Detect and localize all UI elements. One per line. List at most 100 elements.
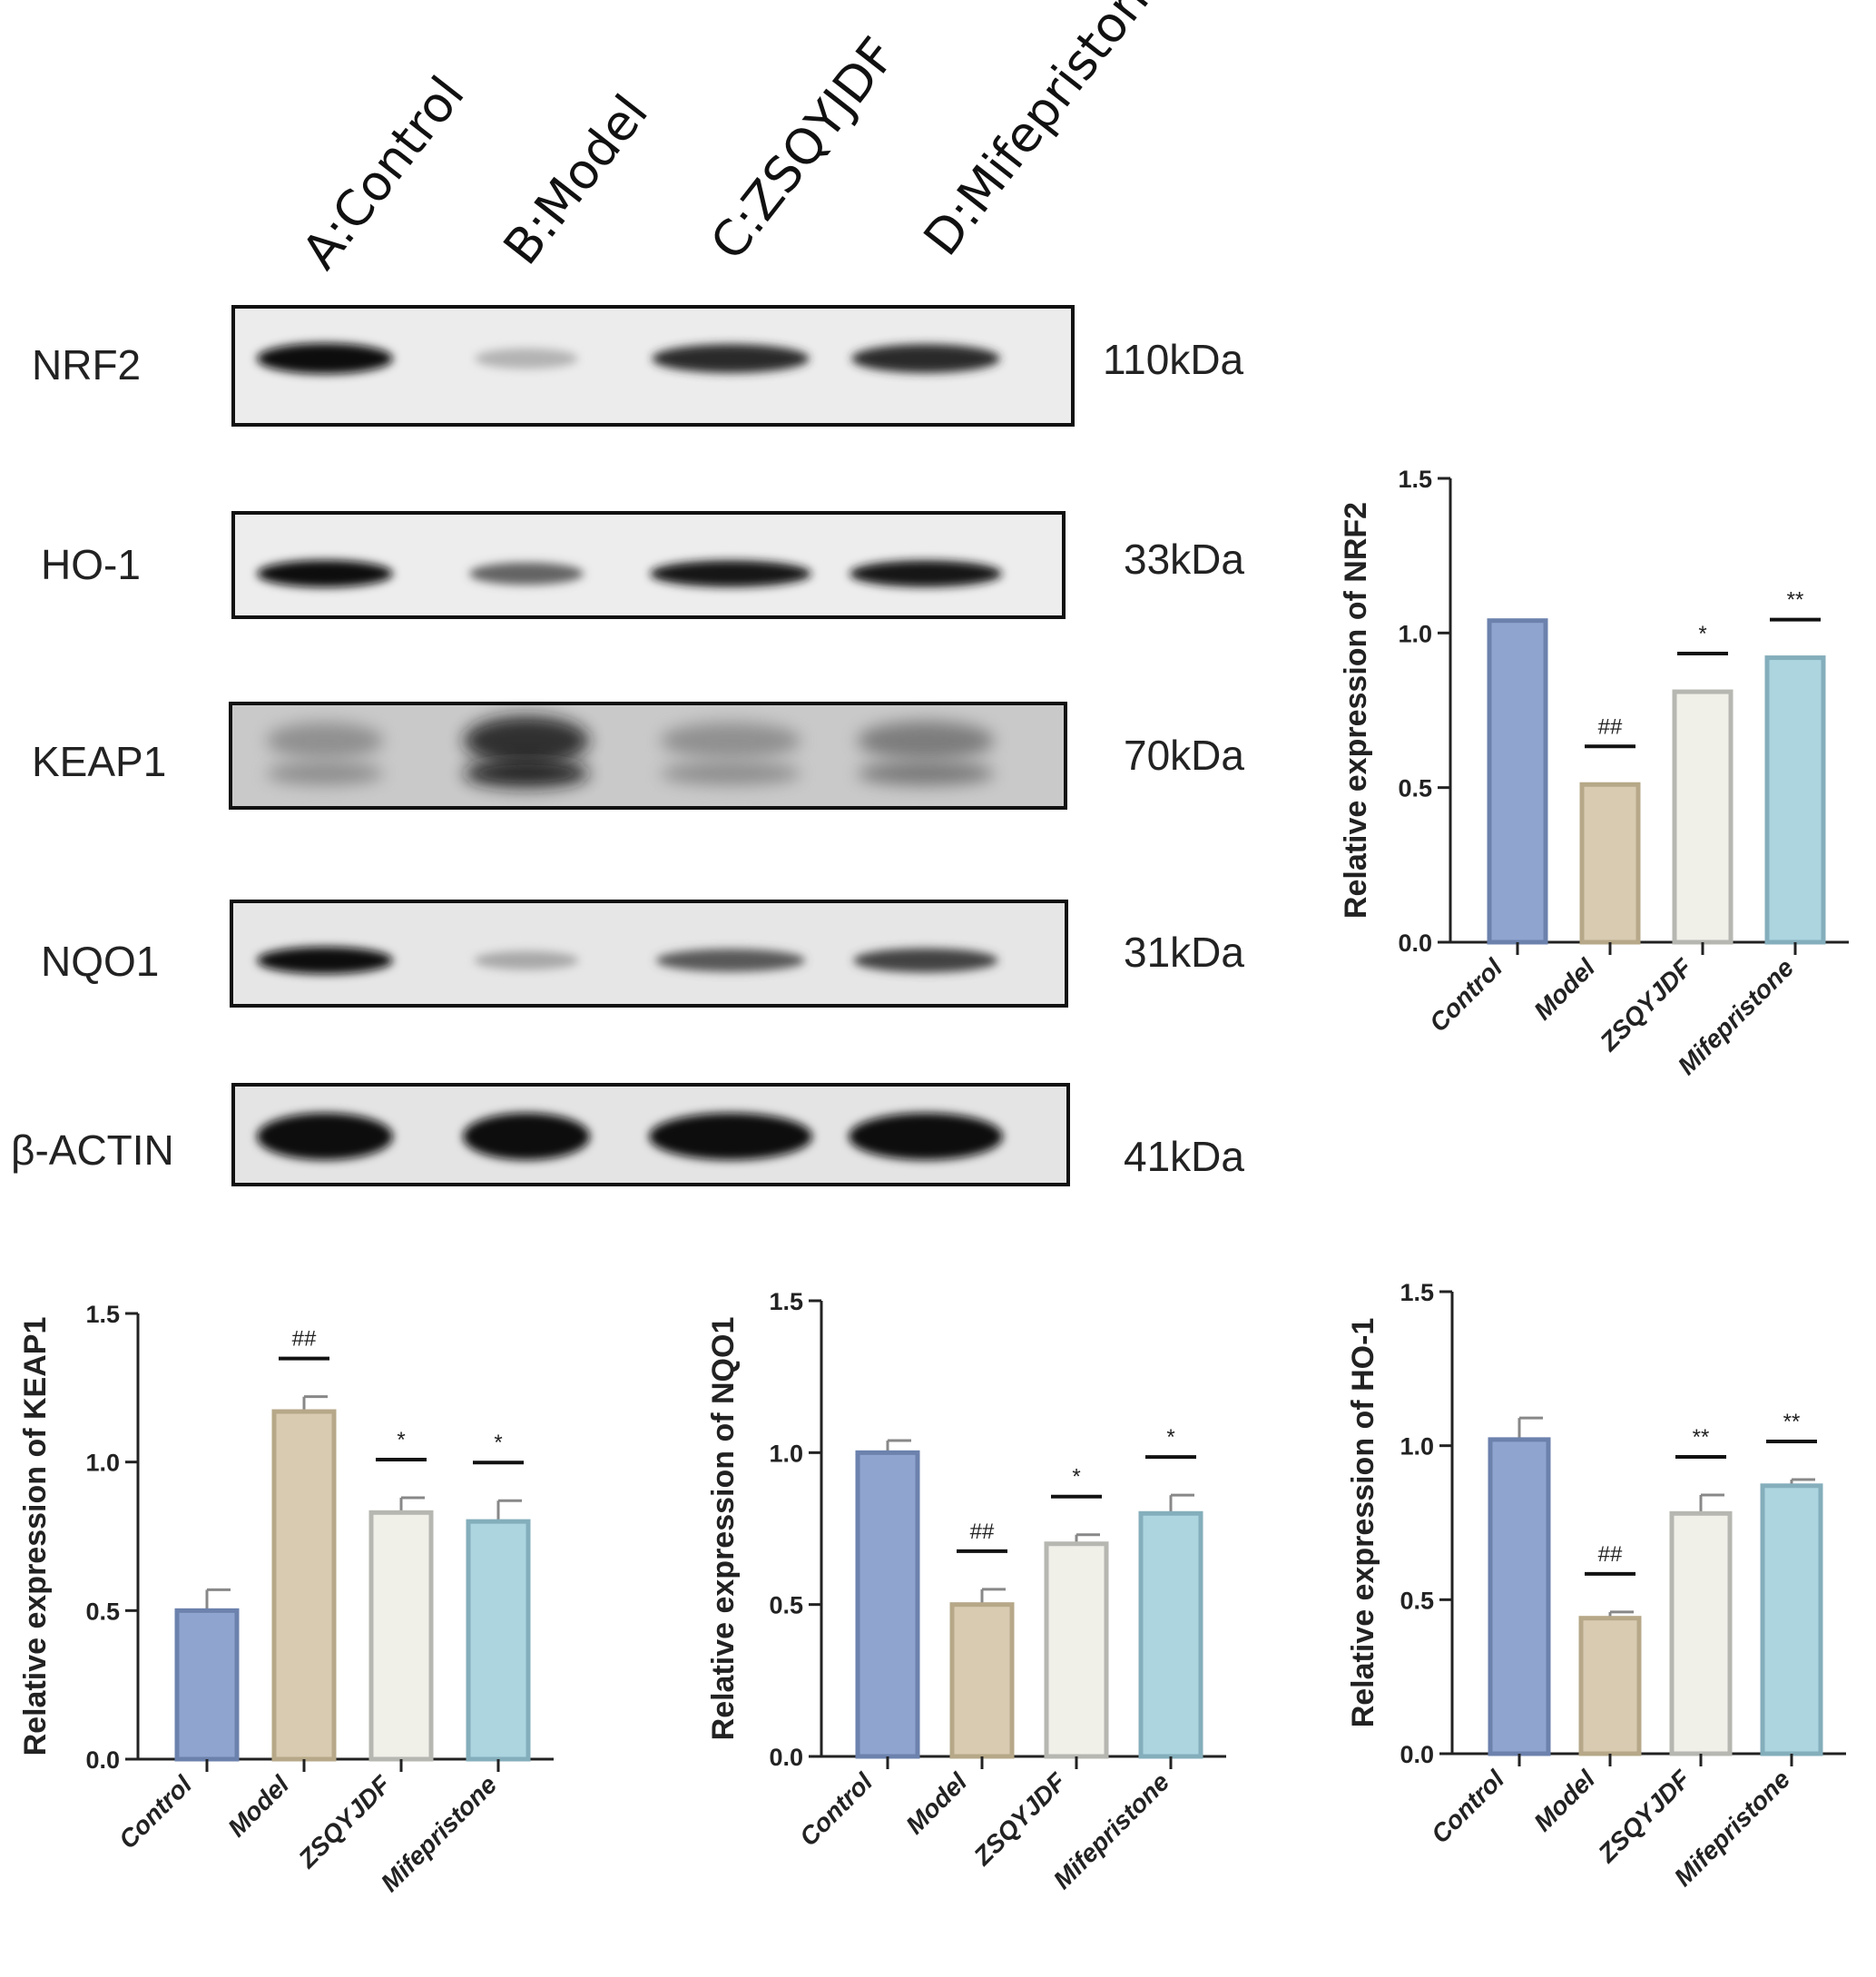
y-tick-label: 0.5 bbox=[769, 1592, 803, 1619]
blot-band bbox=[850, 560, 1002, 587]
size-label-nqo1: 31kDa bbox=[1124, 929, 1244, 976]
blot-band bbox=[853, 948, 998, 973]
y-tick-label: 1.5 bbox=[769, 1288, 803, 1315]
bar-mifepristone bbox=[1764, 655, 1826, 945]
bar-zsqyjdf bbox=[1672, 689, 1734, 945]
chart-keap1: 0.0 0.5 1.0 1.5 Relative expression of KEAP1… bbox=[18, 1301, 554, 1897]
significance-marker: ## bbox=[292, 1327, 317, 1352]
blot-band bbox=[257, 560, 393, 587]
x-tick-label: Model bbox=[1528, 952, 1601, 1025]
y-tick-label: 0.0 bbox=[85, 1746, 120, 1774]
blot-band bbox=[257, 343, 393, 374]
western-blot-panels bbox=[229, 305, 1075, 1186]
protein-label-actin: β-ACTIN bbox=[11, 1126, 174, 1174]
y-tick-label: 0.0 bbox=[1400, 1741, 1434, 1768]
significance-marker: ** bbox=[1693, 1425, 1710, 1450]
bar-model bbox=[1578, 1616, 1642, 1756]
significance-marker: * bbox=[397, 1428, 405, 1452]
y-tick-label: 1.5 bbox=[85, 1301, 120, 1328]
lane-label-a: A:Control bbox=[291, 66, 476, 280]
size-label-ho1: 33kDa bbox=[1124, 536, 1244, 583]
significance-marker: ## bbox=[970, 1520, 995, 1544]
blot-band bbox=[463, 1113, 590, 1160]
blot-band bbox=[650, 560, 811, 587]
blot-band bbox=[474, 950, 579, 970]
y-axis-label: Relative expression of HO-1 bbox=[1346, 1318, 1380, 1728]
blot-panel-actin bbox=[231, 1083, 1070, 1186]
significance-marker: ## bbox=[1598, 1542, 1623, 1567]
blot-band bbox=[652, 344, 810, 373]
significance-marker: * bbox=[1072, 1465, 1080, 1490]
bar-control bbox=[174, 1608, 240, 1762]
blot-band bbox=[463, 759, 590, 788]
bar-control bbox=[855, 1450, 920, 1759]
y-tick-label: 0.0 bbox=[769, 1744, 803, 1771]
significance-marker: * bbox=[494, 1431, 502, 1455]
size-label-keap1: 70kDa bbox=[1124, 732, 1244, 779]
bar-mifepristone bbox=[1760, 1483, 1823, 1756]
bar-zsqyjdf bbox=[1044, 1541, 1109, 1759]
chart-nqo1: 0.0 0.5 1.0 1.5 Relative expression of NQO1 C… bbox=[706, 1288, 1226, 1894]
blot-band bbox=[857, 721, 995, 761]
significance-marker: * bbox=[1698, 622, 1706, 646]
size-labels: 110kDa 33kDa 70kDa 31kDa 41kDa bbox=[1103, 336, 1244, 1180]
blot-band bbox=[655, 949, 806, 972]
blot-band bbox=[257, 1113, 393, 1160]
size-label-nrf2: 110kDa bbox=[1103, 336, 1244, 383]
blot-band bbox=[857, 761, 995, 786]
significance-marker: ** bbox=[1787, 588, 1804, 613]
blot-band bbox=[649, 1113, 812, 1160]
x-tick-label: Control bbox=[794, 1766, 879, 1851]
blot-panel-nqo1 bbox=[230, 900, 1068, 1008]
y-tick-label: 1.0 bbox=[1400, 1433, 1434, 1461]
x-tick-label: Model bbox=[900, 1766, 973, 1839]
bar-control bbox=[1488, 1437, 1551, 1756]
protein-label-keap1: KEAP1 bbox=[32, 738, 166, 785]
bar-control bbox=[1487, 618, 1548, 945]
lane-label-c: C:ZSQYJDF bbox=[700, 27, 908, 270]
y-tick-label: 0.5 bbox=[1400, 1587, 1434, 1614]
y-tick-label: 0.0 bbox=[1398, 929, 1432, 957]
significance-marker: * bbox=[1166, 1425, 1174, 1450]
blot-band bbox=[660, 722, 801, 760]
chart-ho1: 0.0 0.5 1.0 1.5 Relative expression of HO-1 C… bbox=[1346, 1279, 1846, 1892]
x-tick-label: Control bbox=[1426, 1764, 1510, 1848]
blot-band bbox=[257, 947, 393, 974]
bar-model bbox=[949, 1602, 1015, 1759]
size-label-actin: 41kDa bbox=[1124, 1133, 1244, 1180]
x-tick-label: ZSQYJDF bbox=[1592, 1765, 1696, 1869]
blot-panel-keap1 bbox=[229, 702, 1067, 810]
x-tick-label: ZSQYJDF bbox=[292, 1770, 397, 1874]
lane-labels: A:Control B:Model C:ZSQYJDF D:Mifepristo… bbox=[291, 0, 1179, 280]
y-tick-label: 1.0 bbox=[85, 1450, 120, 1477]
blot-band bbox=[463, 715, 590, 766]
blot-band bbox=[660, 762, 801, 785]
y-axis-label: Relative expression of NQO1 bbox=[706, 1317, 741, 1741]
blot-band bbox=[851, 344, 1000, 373]
bar-zsqyjdf bbox=[1669, 1510, 1733, 1756]
bar-mifepristone bbox=[466, 1519, 531, 1762]
bar-zsqyjdf bbox=[368, 1510, 434, 1762]
bar-model bbox=[271, 1409, 337, 1762]
y-tick-label: 0.5 bbox=[85, 1598, 120, 1625]
blot-panel-ho1 bbox=[231, 511, 1066, 619]
y-axis-label: Relative expression of KEAP1 bbox=[18, 1317, 53, 1756]
significance-marker: ** bbox=[1783, 1410, 1801, 1434]
x-tick-label: Model bbox=[1528, 1764, 1601, 1836]
blot-panel-nrf2 bbox=[231, 305, 1075, 427]
y-tick-label: 1.0 bbox=[1398, 620, 1432, 647]
y-tick-label: 1.5 bbox=[1400, 1279, 1434, 1306]
protein-label-ho1: HO-1 bbox=[41, 541, 141, 588]
protein-label-nqo1: NQO1 bbox=[41, 938, 159, 985]
y-tick-label: 0.5 bbox=[1398, 775, 1432, 802]
blot-band bbox=[849, 1113, 1003, 1160]
significance-marker: ## bbox=[1598, 714, 1623, 739]
y-tick-label: 1.0 bbox=[769, 1440, 803, 1467]
protein-label-nrf2: NRF2 bbox=[32, 341, 141, 389]
blot-band bbox=[475, 348, 578, 369]
blot-band bbox=[266, 762, 384, 785]
chart-nrf2: 0.0 0.5 1.0 1.5 Relative expression of NRF2 C… bbox=[1339, 466, 1849, 1080]
bar-mifepristone bbox=[1138, 1510, 1203, 1759]
